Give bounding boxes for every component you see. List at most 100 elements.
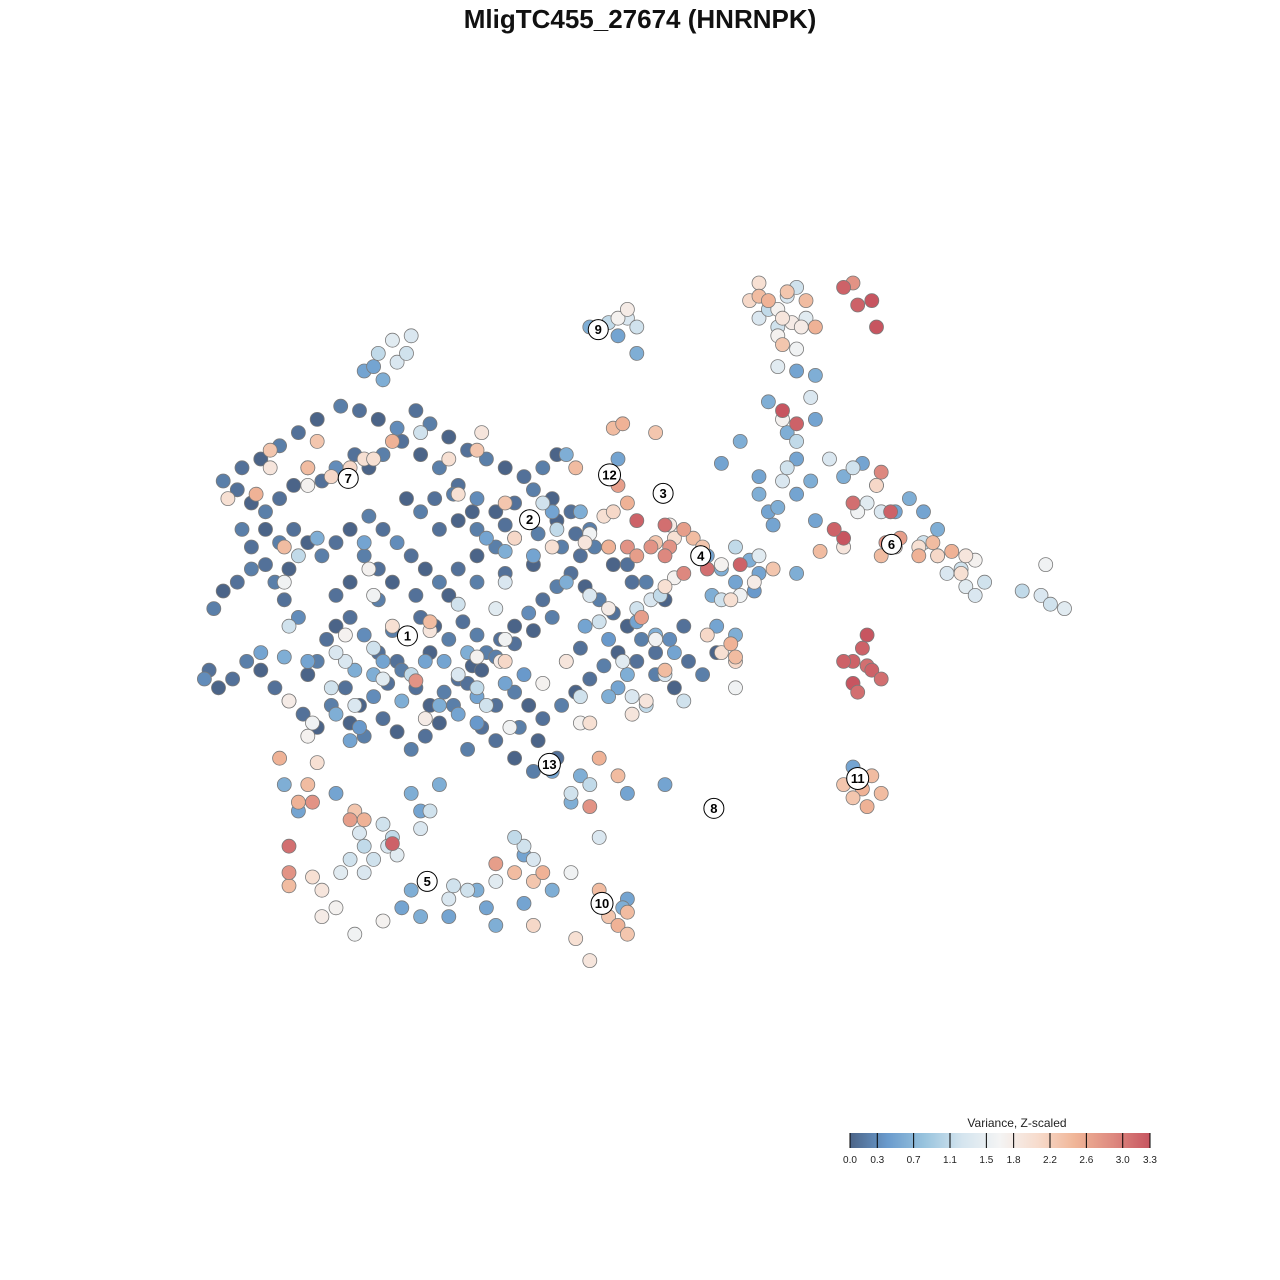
cluster-label-circle bbox=[652, 482, 674, 504]
data-point bbox=[286, 477, 302, 493]
data-point bbox=[902, 491, 917, 507]
data-point bbox=[535, 865, 551, 880]
data-point bbox=[610, 918, 626, 933]
data-point bbox=[775, 403, 790, 419]
data-point bbox=[775, 473, 790, 489]
data-point bbox=[676, 618, 692, 634]
data-point bbox=[469, 649, 485, 665]
data-point bbox=[300, 777, 316, 792]
data-point bbox=[723, 592, 739, 608]
data-point bbox=[728, 539, 743, 555]
data-point bbox=[873, 786, 889, 801]
data-point bbox=[516, 667, 532, 682]
data-point bbox=[563, 865, 579, 880]
data-point bbox=[370, 345, 386, 361]
data-point bbox=[779, 284, 795, 300]
data-point bbox=[1038, 557, 1054, 572]
data-point bbox=[648, 425, 663, 441]
cluster-label-circle bbox=[598, 463, 622, 487]
data-point bbox=[229, 482, 245, 498]
data-point bbox=[620, 786, 635, 801]
cluster-label: 1 bbox=[396, 625, 418, 647]
data-point bbox=[305, 794, 320, 810]
data-point bbox=[361, 508, 377, 524]
data-point bbox=[290, 425, 306, 441]
legend-ticks: 0.0 0.3 0.7 1.1 1.5 1.8 2.2 2.6 3.0 3.3 bbox=[843, 1133, 1157, 1166]
data-point bbox=[573, 768, 588, 784]
data-point bbox=[779, 425, 795, 441]
data-point bbox=[408, 673, 424, 689]
data-point bbox=[309, 755, 325, 770]
data-point bbox=[356, 548, 372, 564]
data-point bbox=[610, 310, 626, 326]
data-point bbox=[535, 592, 551, 608]
data-point bbox=[620, 539, 635, 555]
cluster-label: 5 bbox=[416, 870, 438, 892]
data-point bbox=[328, 588, 344, 603]
data-point bbox=[977, 574, 992, 590]
data-point bbox=[577, 535, 593, 550]
data-point bbox=[258, 557, 273, 572]
data-point bbox=[601, 689, 616, 704]
data-point bbox=[530, 526, 546, 542]
data-point bbox=[620, 495, 635, 511]
data-point bbox=[417, 654, 433, 669]
data-point bbox=[474, 425, 490, 441]
data-point bbox=[526, 874, 541, 889]
data-point bbox=[375, 913, 391, 929]
cluster-label-text: 3 bbox=[660, 486, 667, 501]
color-legend: Variance, Z-scaled 0.0 0.3 0.7 1.1 1.5 1.8 2.2… bbox=[843, 1116, 1157, 1166]
data-point bbox=[352, 720, 367, 735]
data-point bbox=[638, 693, 654, 709]
data-point bbox=[601, 539, 616, 555]
data-point bbox=[765, 561, 781, 577]
data-point bbox=[793, 319, 809, 335]
data-point bbox=[746, 574, 762, 590]
data-point bbox=[497, 460, 513, 476]
data-point bbox=[333, 865, 349, 880]
data-point bbox=[601, 632, 616, 647]
data-point bbox=[657, 517, 673, 533]
data-point bbox=[469, 442, 485, 458]
data-point bbox=[667, 645, 682, 660]
cluster-label-circle bbox=[337, 467, 359, 489]
data-point bbox=[243, 539, 259, 555]
data-point bbox=[573, 548, 588, 564]
data-point bbox=[544, 539, 560, 555]
data-point bbox=[789, 363, 804, 379]
data-point bbox=[657, 579, 673, 594]
data-point bbox=[384, 618, 400, 634]
data-point bbox=[220, 491, 236, 507]
data-point bbox=[507, 865, 522, 880]
data-point bbox=[751, 486, 767, 502]
data-point bbox=[859, 627, 875, 643]
data-point bbox=[869, 319, 884, 335]
data-point bbox=[290, 548, 306, 564]
data-point bbox=[488, 733, 504, 748]
data-point bbox=[408, 588, 424, 603]
data-point bbox=[850, 684, 866, 700]
data-point bbox=[328, 618, 344, 634]
data-point bbox=[709, 618, 725, 634]
data-point bbox=[573, 504, 588, 520]
data-point bbox=[281, 838, 297, 854]
cluster-label-text: 9 bbox=[595, 322, 602, 337]
data-point bbox=[427, 491, 443, 507]
data-point bbox=[300, 460, 316, 476]
data-point bbox=[930, 522, 945, 537]
data-point bbox=[535, 676, 551, 691]
data-point bbox=[761, 293, 776, 309]
data-point bbox=[375, 711, 391, 726]
data-point bbox=[314, 909, 330, 924]
data-point bbox=[403, 882, 419, 898]
data-point bbox=[516, 896, 532, 911]
data-point bbox=[309, 530, 325, 546]
data-point bbox=[1043, 596, 1058, 612]
data-point bbox=[352, 825, 367, 841]
data-point bbox=[911, 548, 927, 564]
cluster-label-circle bbox=[587, 319, 609, 341]
legend-tick-label: 1.8 bbox=[1007, 1155, 1021, 1166]
data-point bbox=[352, 403, 367, 419]
cluster-label: 12 bbox=[598, 463, 622, 487]
data-point bbox=[413, 909, 429, 924]
